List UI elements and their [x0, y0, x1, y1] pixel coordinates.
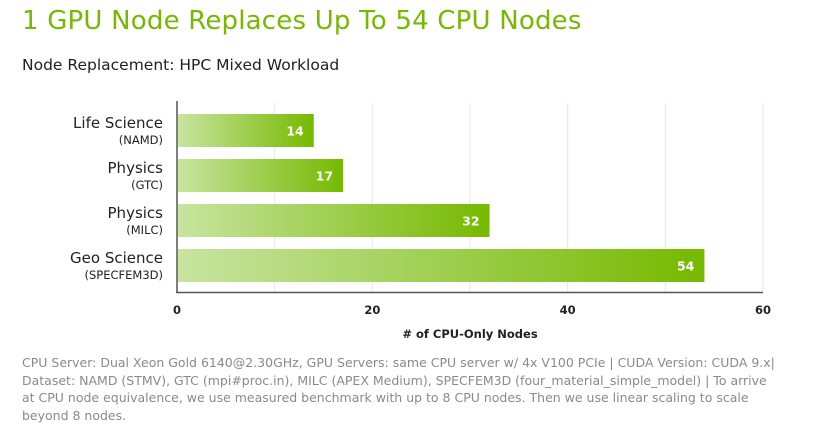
category-sublabel: (NAMD) — [119, 133, 163, 147]
bar-value-label: 17 — [316, 169, 333, 184]
x-tick-label: 20 — [364, 303, 380, 317]
bar — [178, 204, 490, 237]
category-sublabel: (GTC) — [131, 178, 163, 192]
x-tick-label: 0 — [173, 303, 181, 317]
category-sublabel: (SPECFEM3D) — [85, 268, 163, 282]
bar — [178, 249, 705, 282]
chart-subtitle: Node Replacement: HPC Mixed Workload — [22, 56, 340, 74]
bar-value-label: 14 — [286, 124, 304, 139]
category-label: Physics — [108, 159, 164, 177]
x-tick-label: 60 — [755, 303, 771, 317]
category-label: Life Science — [73, 114, 163, 132]
category-label: Physics — [108, 204, 164, 222]
bar-value-label: 32 — [462, 214, 479, 229]
category-label: Geo Science — [70, 249, 163, 267]
chart-title: 1 GPU Node Replaces Up To 54 CPU Nodes — [22, 6, 582, 36]
category-sublabel: (MILC) — [126, 223, 163, 237]
bar — [178, 159, 344, 192]
x-tick-label: 40 — [560, 303, 576, 317]
footnote: CPU Server: Dual Xeon Gold 6140@2.30GHz,… — [22, 355, 775, 423]
bar — [178, 114, 314, 147]
x-axis-label: # of CPU-Only Nodes — [402, 327, 537, 341]
bar-value-label: 54 — [677, 259, 695, 274]
